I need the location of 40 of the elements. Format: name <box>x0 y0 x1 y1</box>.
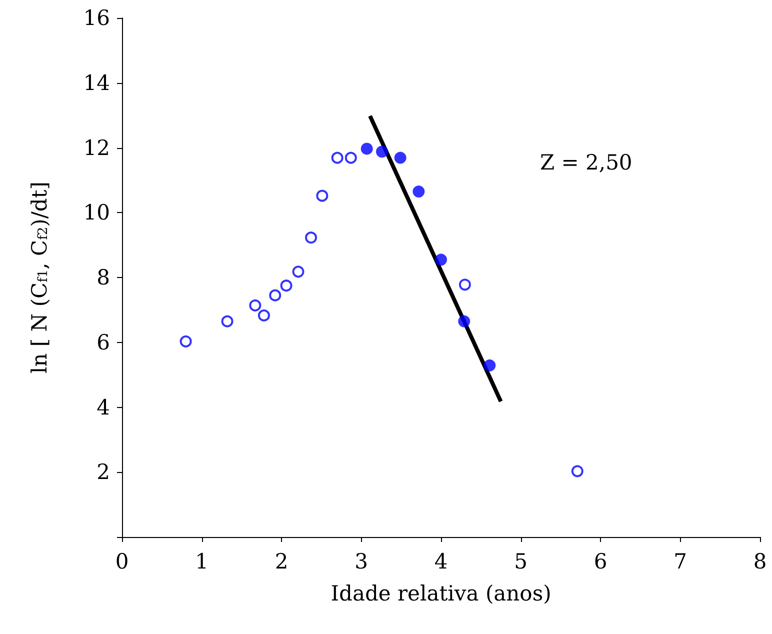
point <box>221 315 234 328</box>
x-tick-label: 1 <box>195 550 208 574</box>
point <box>484 359 496 372</box>
x-tick-label: 6 <box>594 550 608 574</box>
point <box>305 232 318 244</box>
x-tick-label: 4 <box>434 550 448 574</box>
y-tick-label: 16 <box>83 6 110 30</box>
x-tick-label: 2 <box>274 550 288 574</box>
annotation: Z = 2,50 <box>540 150 632 174</box>
x-tick-label: 8 <box>753 550 767 574</box>
point <box>280 280 292 292</box>
point <box>331 152 344 164</box>
y-tick-label: 14 <box>83 70 110 95</box>
y-tick-label: 12 <box>83 136 110 160</box>
y-tick-label: 4 <box>96 395 110 420</box>
x-axis-title: Idade relativa (anos) <box>330 582 552 606</box>
point <box>458 278 471 291</box>
x-tick-label: 5 <box>514 550 528 574</box>
point <box>360 142 373 155</box>
y-tick-label: 10 <box>83 200 110 225</box>
point <box>344 152 357 164</box>
point <box>435 254 447 266</box>
point <box>412 186 425 198</box>
y-tick-label: 2 <box>96 460 110 484</box>
x-tick-label: 3 <box>354 550 368 574</box>
x-tick-label: 0 <box>115 550 129 574</box>
point <box>269 289 282 302</box>
point <box>316 190 328 202</box>
point <box>571 465 584 478</box>
point <box>180 335 192 348</box>
y-tick-label: 6 <box>96 330 110 354</box>
point <box>376 146 388 158</box>
point <box>249 299 262 312</box>
point <box>258 309 270 322</box>
point <box>394 152 406 164</box>
point <box>292 266 304 278</box>
y-tick-label: 8 <box>96 266 110 290</box>
point <box>458 315 470 328</box>
x-tick-label: 7 <box>674 550 687 574</box>
y-axis-title: ln [ N (Cf1, Cf2)/dt] <box>28 181 52 374</box>
